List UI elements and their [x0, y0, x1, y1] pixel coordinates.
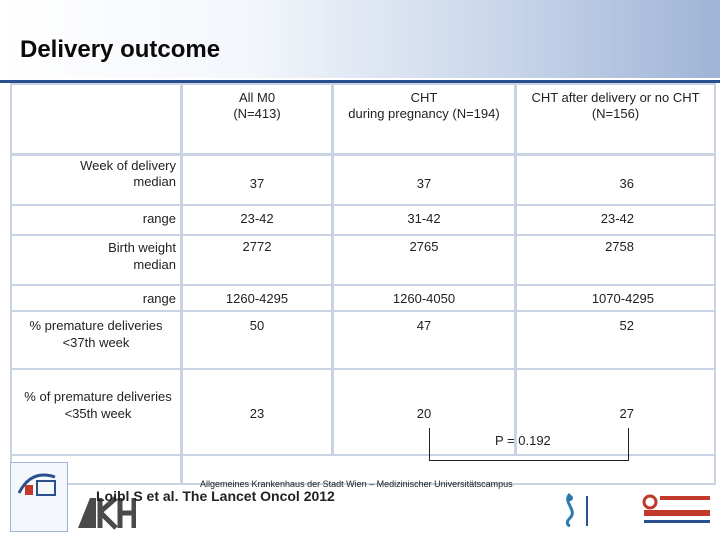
title-rule [0, 80, 720, 83]
institution-text: Allgemeines Krankenhaus der Stadt Wien –… [200, 479, 513, 489]
table-cell: 23-42 [517, 206, 714, 234]
table-cell: 47 [334, 312, 514, 368]
table-cell: 2758 [517, 236, 714, 284]
cell-value: 20 [416, 406, 432, 421]
table-cell: 31-42 [334, 206, 514, 234]
table-cell: 2765 [334, 236, 514, 284]
quality-austria-emblem-icon [642, 494, 710, 523]
column-header-label: All M0 (N=413) [233, 90, 281, 121]
kav-emblem-icon [17, 473, 56, 496]
akh-logo [76, 494, 137, 530]
row-label: range [142, 291, 176, 306]
table-cell: 37 [183, 156, 331, 204]
akh-emblem-icon [78, 496, 137, 530]
meduni-wordmark [586, 496, 638, 526]
cell-value: 27 [619, 406, 634, 421]
table-cell: 1260-4050 [334, 286, 514, 310]
cell-value: 52 [619, 318, 634, 333]
table-cell: 37 [334, 156, 514, 204]
column-header-label: CHT after delivery or no CHT (N=156) [531, 90, 700, 121]
meduni-emblem-icon [565, 492, 574, 528]
kav-logo [10, 462, 68, 532]
cell-value: 37 [416, 176, 432, 191]
cell-value: 2772 [242, 239, 272, 254]
comparison-bracket [429, 428, 629, 461]
row-label: % premature deliveries <37th week [29, 318, 163, 350]
cell-value: 47 [416, 318, 432, 333]
row-label: % of premature deliveries <35th week [24, 389, 172, 421]
row-label-premature-37: % premature deliveries <37th week [12, 312, 180, 368]
cell-value: 1260-4050 [392, 291, 456, 306]
column-header-all-m0: All M0 (N=413) [183, 85, 331, 153]
table-cell: 1070-4295 [517, 286, 714, 310]
table-cell: 52 [517, 312, 714, 368]
cell-value: 23-42 [240, 211, 274, 226]
cell-value: 1260-4295 [225, 291, 289, 306]
page-title: Delivery outcome [20, 36, 221, 63]
cell-value: 31-42 [407, 211, 441, 226]
header-band [0, 0, 720, 78]
cell-value: 2758 [605, 239, 634, 254]
row-label: range [142, 211, 176, 226]
table-cell: 23-42 [183, 206, 331, 234]
cell-value: 50 [249, 318, 265, 333]
row-label-premature-35: % of premature deliveries <35th week [12, 370, 180, 454]
column-header-cht-during: CHT during pregnancy (N=194) [334, 85, 514, 153]
row-label-week-median: Week of delivery median [12, 156, 180, 204]
cell-value: 23-42 [600, 211, 634, 226]
cell-value: 37 [249, 176, 265, 191]
row-label-weight-range: range [12, 286, 180, 310]
table-cell: 23 [183, 370, 331, 454]
row-label-week-range: range [12, 206, 180, 234]
column-header-cht-after: CHT after delivery or no CHT (N=156) [517, 85, 714, 153]
cell-value: 36 [619, 176, 634, 191]
table-cell: 36 [517, 156, 714, 204]
table-cell: 2772 [183, 236, 331, 284]
table-cell: 20 [334, 370, 514, 454]
table-corner-cell [12, 85, 180, 153]
row-label-weight-median: Birth weight median [12, 236, 180, 284]
p-value-label: P = 0.192 [495, 433, 551, 448]
cell-value: 23 [249, 406, 265, 421]
meduni-wien-logo [560, 492, 580, 528]
row-label: Birth weight median [108, 240, 176, 272]
table-cell: 1260-4295 [183, 286, 331, 310]
quality-austria-logo [642, 492, 712, 528]
row-label: Week of delivery median [80, 158, 176, 189]
table-cell: 50 [183, 312, 331, 368]
data-table: All M0 (N=413) CHT during pregnancy (N=1… [10, 83, 716, 485]
citation-text: Loibl S et al. The Lancet Oncol 2012 [96, 488, 335, 504]
cell-value: 1070-4295 [591, 291, 654, 306]
cell-value: 2765 [409, 239, 439, 254]
table-cell: 27 [517, 370, 714, 454]
column-header-label: CHT during pregnancy (N=194) [348, 90, 500, 121]
